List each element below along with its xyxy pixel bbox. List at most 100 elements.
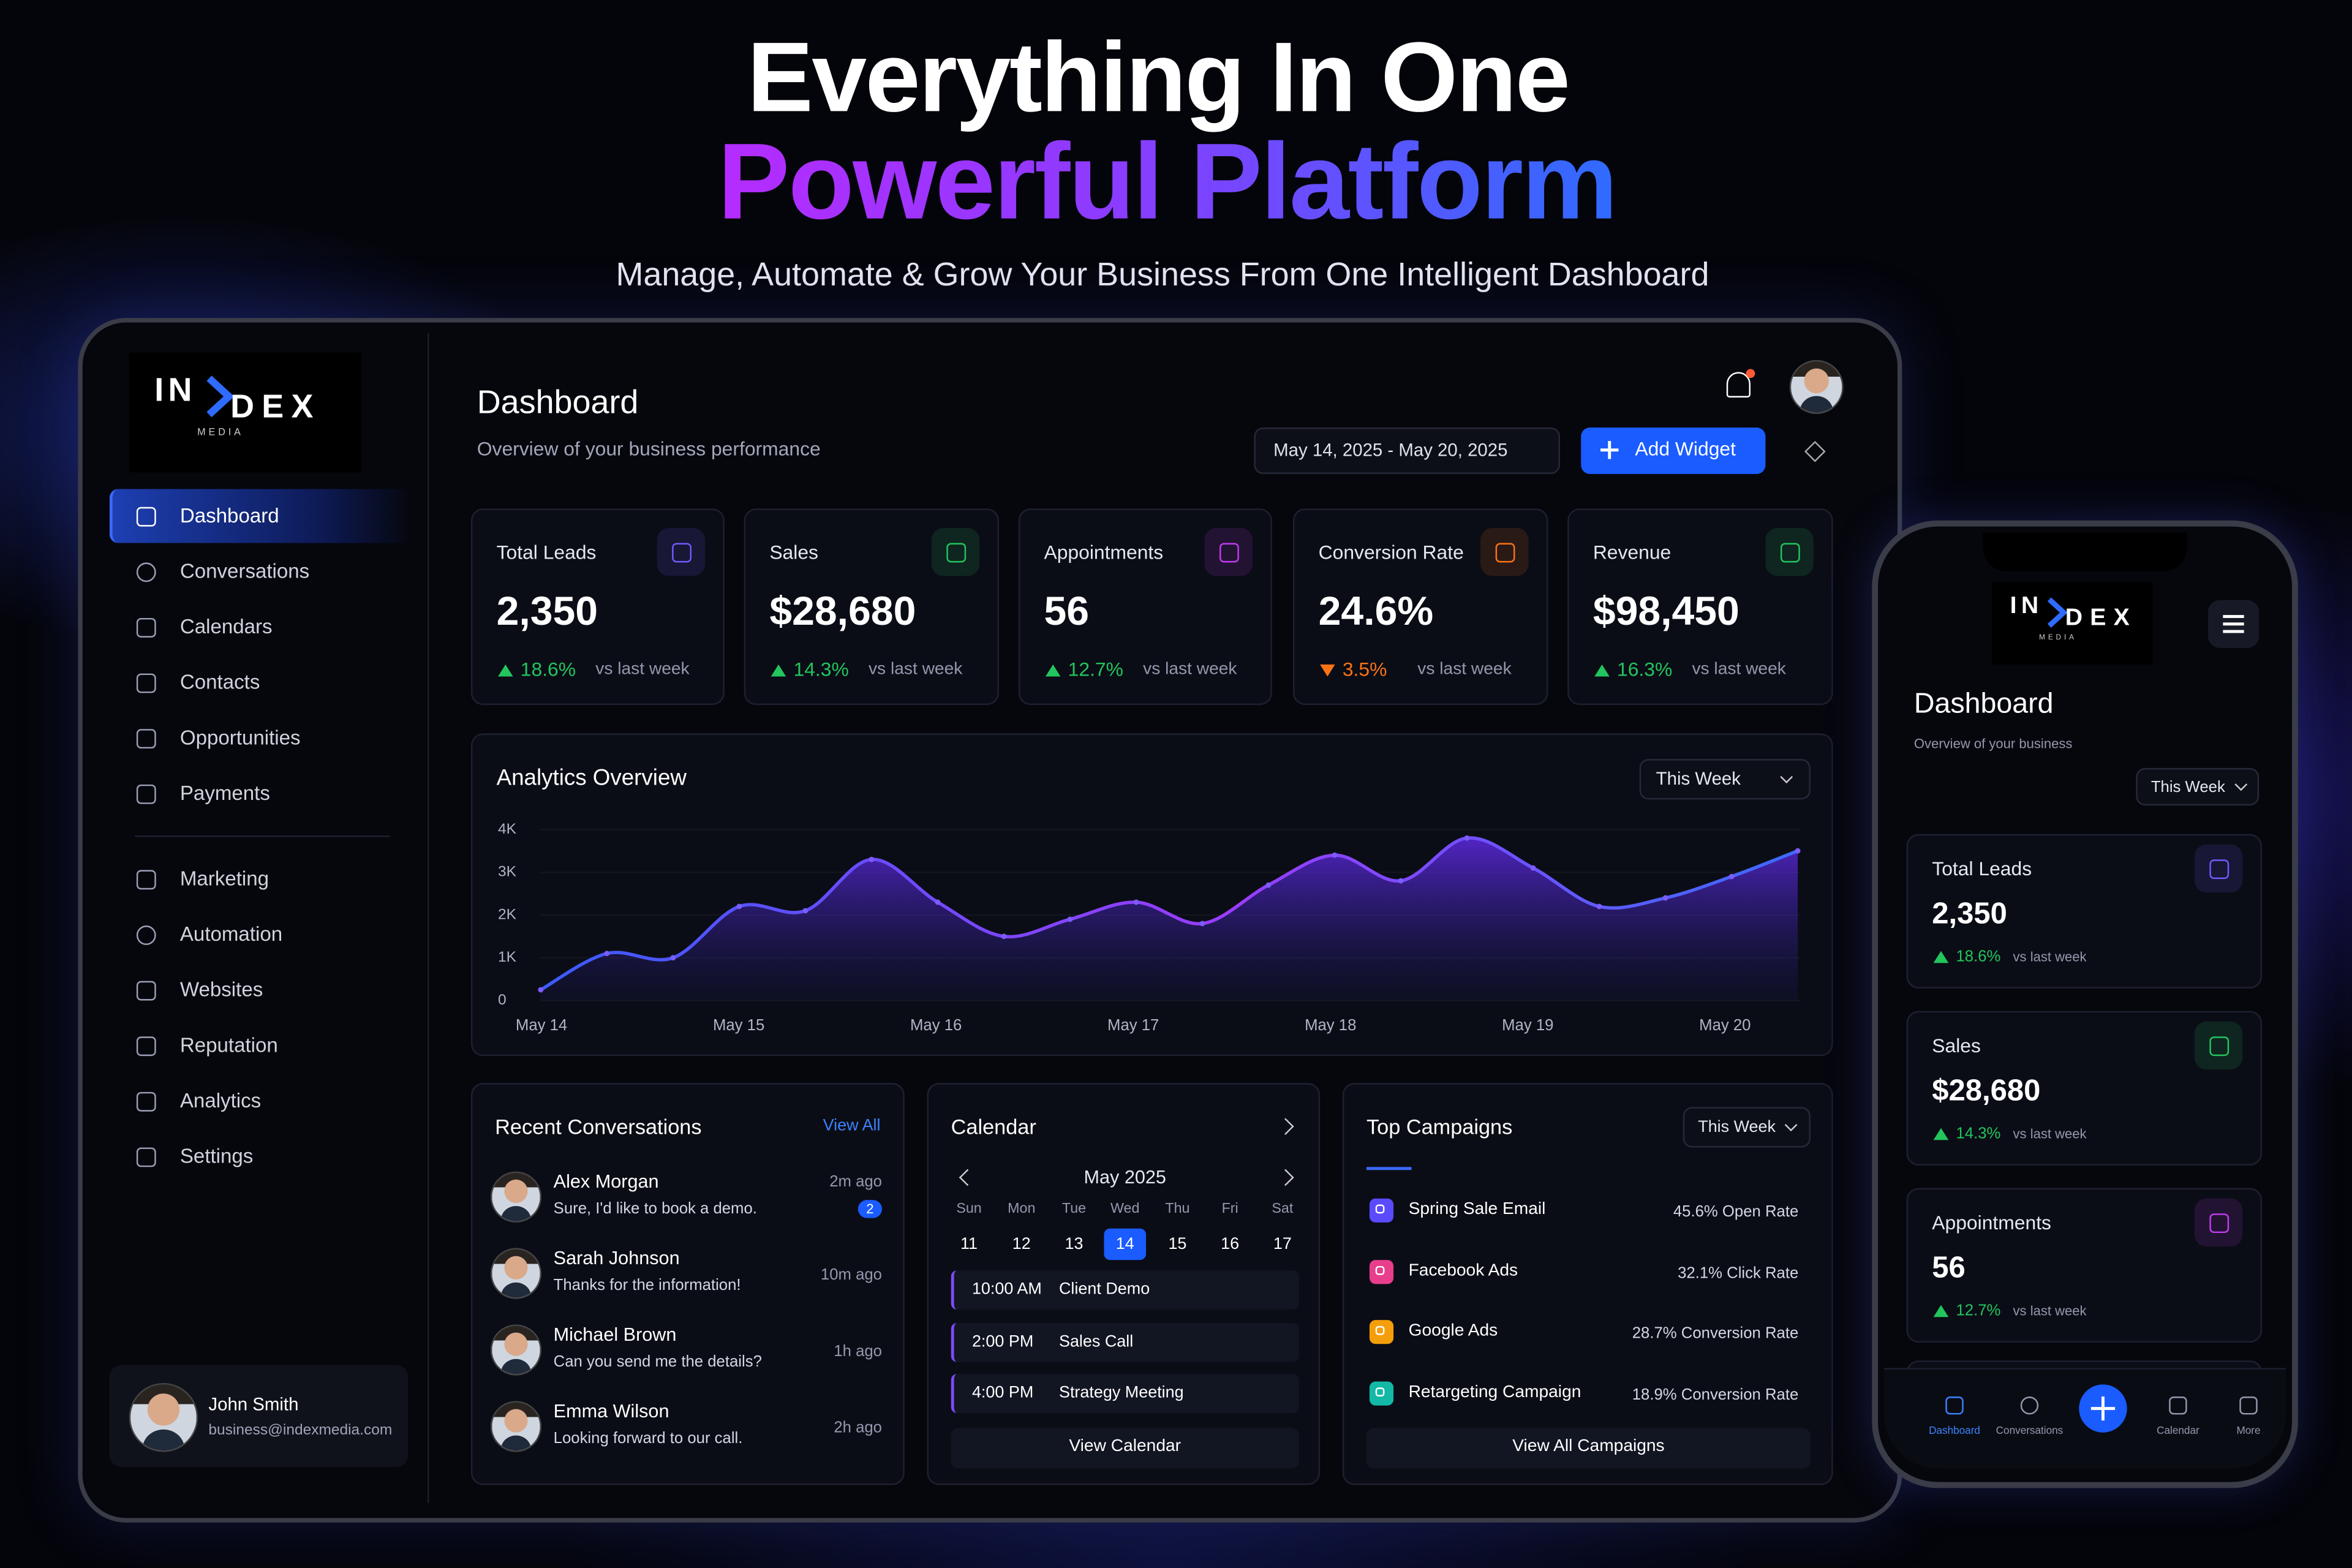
chevron[interactable]: [1276, 1169, 1294, 1186]
weekday: Fri: [1221, 1200, 1238, 1218]
plus-icon: Add Widget: [1635, 437, 1736, 460]
tab-label[interactable]: Dashboard: [1929, 1426, 1980, 1438]
view-all-link[interactable]: View All: [823, 1117, 881, 1136]
nav-item[interactable]: Contacts: [179, 671, 260, 694]
kpi-card: Conversion Rate 24.6% 3.5% vs last week: [1293, 508, 1548, 706]
event-title: Client Demo: [1058, 1280, 1150, 1299]
point: [1398, 878, 1404, 884]
x-tick-label: May 15: [713, 1017, 764, 1034]
contact-name[interactable]: Alex Morgan: [553, 1171, 659, 1193]
nav-item[interactable]: Marketing: [179, 867, 270, 890]
nav-item[interactable]: Conversations: [179, 560, 310, 582]
logo-chevron: [206, 375, 235, 418]
event-time: 4:00 PM: [971, 1384, 1034, 1403]
calendar-day[interactable]: 15: [1168, 1235, 1187, 1254]
filter-dropdown[interactable]: This Week: [1683, 1107, 1811, 1148]
contact-name[interactable]: Sarah Johnson: [553, 1248, 680, 1269]
menu-button[interactable]: [2207, 600, 2260, 648]
view-calendar-button[interactable]: View Calendar: [951, 1428, 1299, 1469]
point: [1001, 933, 1007, 940]
point: [538, 987, 544, 993]
avatar: [1789, 360, 1844, 414]
kpi-note: vs last week: [2013, 949, 2087, 965]
add-widget-button[interactable]: Add Widget: [1581, 427, 1766, 474]
notification-dot: [1746, 369, 1755, 379]
avatar: [490, 1324, 542, 1376]
kpi-label: Appointments: [1932, 1211, 2051, 1234]
nav-item[interactable]: Payments: [179, 782, 270, 805]
plus: [1600, 448, 1619, 452]
nav-item[interactable]: Automation: [179, 922, 283, 946]
kpi-value: $98,450: [1593, 589, 1740, 634]
event-row[interactable]: 2:00 PM Sales Call: [951, 1322, 1299, 1362]
kpi-icon: [1204, 528, 1253, 576]
kpi-change: 12.7%: [1068, 657, 1123, 680]
trend-arrow: [1933, 1128, 1949, 1140]
contact-name[interactable]: Emma Wilson: [553, 1400, 669, 1422]
sparkle-icon[interactable]: [1804, 440, 1826, 462]
icon: [2020, 1396, 2039, 1415]
nav-item[interactable]: Calendars: [179, 615, 273, 638]
event-row[interactable]: 4:00 PM Strategy Meeting: [951, 1374, 1299, 1413]
kpi-icon: [2194, 1021, 2243, 1070]
campaign-metric: 32.1% Click Rate: [1678, 1264, 1799, 1282]
kpi-card: Sales $28,680 14.3% vs last week: [744, 508, 1000, 706]
kpi-card: Appointments 56 12.7% vs last week: [1018, 508, 1272, 706]
notification-bell[interactable]: [1726, 372, 1751, 398]
icon: [135, 1036, 156, 1055]
avatar-body: [500, 1434, 532, 1451]
nav-item[interactable]: Dashboard: [179, 504, 279, 527]
nav-item[interactable]: Opportunities: [179, 726, 301, 749]
nav-item[interactable]: Websites: [179, 978, 263, 1001]
tab-label[interactable]: Conversations: [1996, 1426, 2064, 1438]
kpi-icon: [1765, 528, 1814, 576]
chevron[interactable]: [959, 1169, 976, 1186]
unread-badge: 2: [858, 1200, 883, 1218]
weekday: Sun: [956, 1200, 982, 1218]
x-tick-label: May 20: [1699, 1017, 1751, 1034]
calendar-day[interactable]: 16: [1221, 1235, 1240, 1254]
event-row[interactable]: 10:00 AM Client Demo: [951, 1270, 1299, 1310]
icon: [135, 1147, 156, 1167]
date-range[interactable]: May 14, 2025 - May 20, 2025: [1254, 427, 1560, 474]
hero-title-accent: Powerful Platform: [718, 121, 1618, 245]
campaign-name[interactable]: Google Ads: [1408, 1322, 1498, 1340]
calendar-day[interactable]: 17: [1273, 1235, 1292, 1254]
icon: [1218, 542, 1238, 562]
nav-item[interactable]: Analytics: [179, 1089, 262, 1112]
icon: [135, 924, 156, 944]
tab-label[interactable]: More: [2236, 1426, 2261, 1438]
kpi-card: Total Leads 2,350 18.6% vs last week: [1906, 834, 2263, 989]
kpi-note: vs last week: [868, 660, 963, 679]
x-tick-label: May 17: [1107, 1017, 1159, 1034]
point: [736, 903, 742, 910]
kpi-label: Total Leads: [1932, 857, 2032, 880]
user-email: business@indexmedia.com: [208, 1422, 393, 1439]
menu-line: [2223, 615, 2244, 617]
plus: [2090, 1407, 2116, 1411]
filter-dropdown[interactable]: This Week: [2136, 767, 2260, 806]
kpi-change: 14.3%: [793, 657, 849, 680]
dropdown-caret: [2234, 778, 2248, 791]
calendar-day[interactable]: 12: [1012, 1235, 1031, 1254]
point: [1067, 916, 1073, 922]
nav-item[interactable]: Reputation: [179, 1033, 278, 1057]
filter-dropdown[interactable]: This Week: [1639, 759, 1811, 800]
campaign-name[interactable]: Spring Sale Email: [1408, 1200, 1546, 1219]
add-button[interactable]: [2079, 1384, 2127, 1433]
tab-label[interactable]: Calendar: [2157, 1426, 2199, 1438]
nav-item[interactable]: Settings: [179, 1145, 254, 1167]
icon: [2239, 1396, 2258, 1415]
calendar-day[interactable]: 11: [960, 1235, 978, 1254]
logo-right: DEX: [2065, 605, 2138, 631]
campaign-name[interactable]: Facebook Ads: [1408, 1261, 1518, 1280]
contact-name[interactable]: Michael Brown: [553, 1324, 677, 1346]
campaign-name[interactable]: Retargeting Campaign: [1408, 1382, 1581, 1401]
chevron[interactable]: [1276, 1118, 1294, 1136]
y-tick-label: 3K: [498, 864, 517, 880]
panel-title: Recent Conversations: [495, 1114, 702, 1139]
calendar-day[interactable]: 14: [1115, 1235, 1134, 1254]
kpi-value: $28,680: [769, 589, 916, 634]
calendar-day[interactable]: 13: [1065, 1235, 1084, 1254]
view-campaigns-button[interactable]: View All Campaigns: [1366, 1428, 1811, 1469]
